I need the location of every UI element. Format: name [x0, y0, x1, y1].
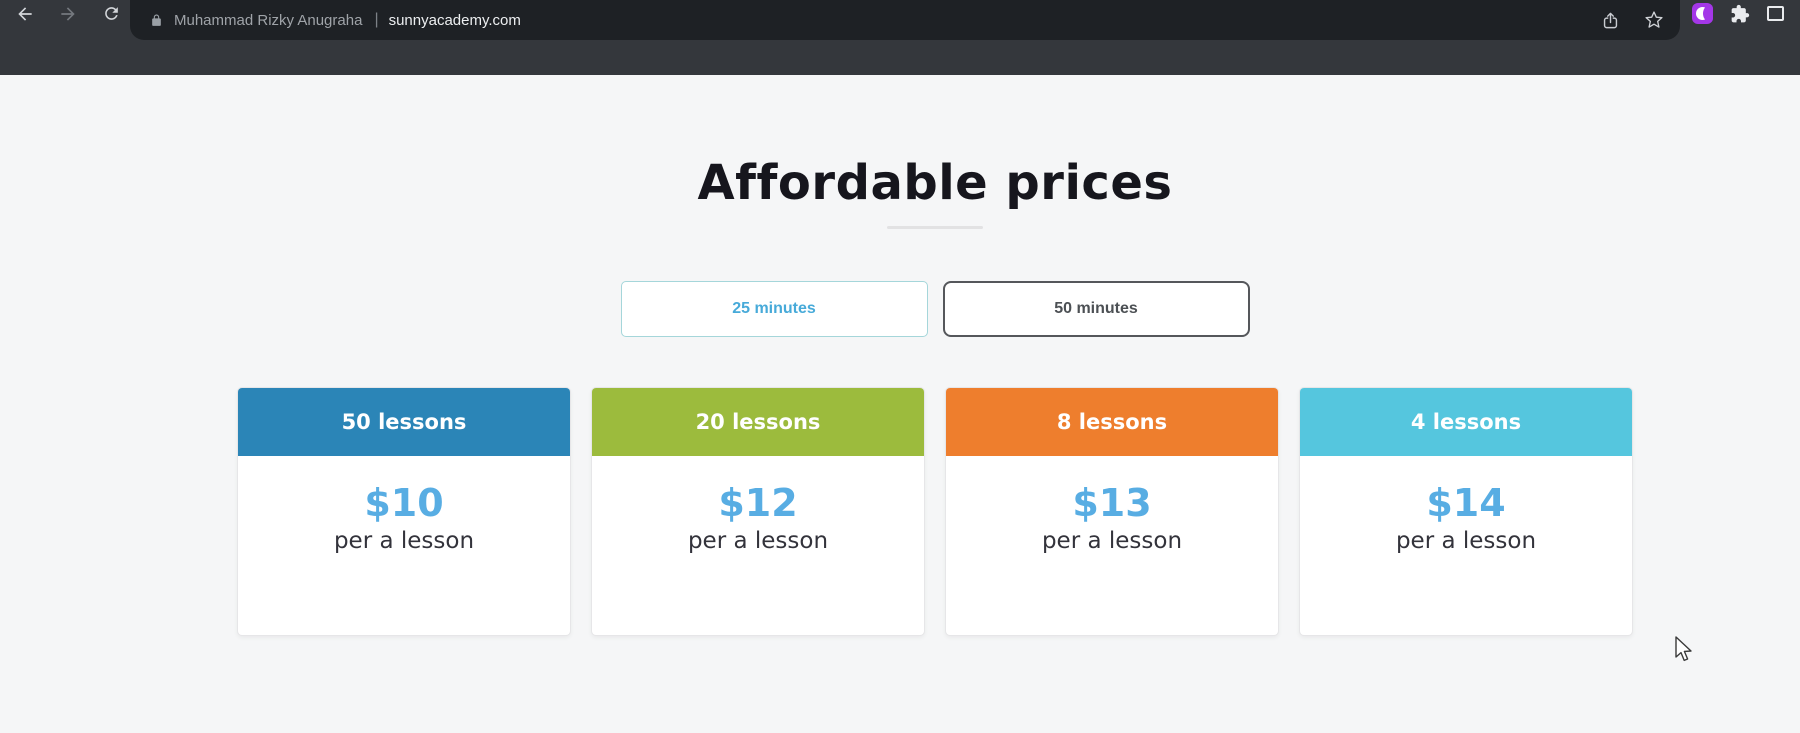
address-url: sunnyacademy.com: [388, 11, 521, 29]
page-body: Affordable prices 25 minutes 50 minutes …: [0, 75, 1800, 733]
price-value: $12: [718, 481, 798, 525]
tab-50-minutes[interactable]: 50 minutes: [942, 281, 1250, 337]
card-header: 50 lessons: [238, 388, 570, 456]
page-title: Affordable prices: [697, 155, 1173, 211]
pricing-card-20-lessons: 20 lessons $12 per a lesson: [591, 387, 925, 636]
price-unit: per a lesson: [1041, 528, 1183, 554]
reload-button[interactable]: [100, 3, 122, 25]
bookmark-button[interactable]: [1644, 10, 1664, 30]
toolbar-nav-buttons: [14, 0, 122, 27]
card-header: 20 lessons: [592, 388, 924, 456]
price-value: $10: [364, 481, 444, 525]
address-separator: |: [374, 11, 379, 28]
price-unit: per a lesson: [1395, 528, 1537, 554]
tab-25-minutes[interactable]: 25 minutes: [620, 281, 928, 337]
share-icon: [1603, 12, 1618, 28]
price-unit: per a lesson: [333, 528, 475, 554]
darkmode-extension-icon[interactable]: [1692, 3, 1713, 24]
browser-toolbar: Muhammad Rizky Anugraha | sunnyacademy.c…: [0, 0, 1800, 75]
card-header: 4 lessons: [1300, 388, 1632, 456]
extensions-button[interactable]: [1730, 4, 1750, 24]
card-header: 8 lessons: [946, 388, 1278, 456]
address-bar[interactable]: Muhammad Rizky Anugraha | sunnyacademy.c…: [130, 0, 1680, 40]
price-value: $14: [1426, 481, 1506, 525]
address-profile-name: Muhammad Rizky Anugraha: [174, 11, 363, 29]
share-button[interactable]: [1601, 11, 1620, 30]
title-underline: [887, 226, 983, 229]
back-button[interactable]: [14, 3, 36, 25]
price-value: $13: [1072, 481, 1152, 525]
side-panel-icon[interactable]: [1767, 6, 1784, 21]
reload-icon: [104, 7, 118, 20]
forward-arrow-icon: [61, 6, 75, 21]
toolbar-extension-area: [1692, 0, 1784, 27]
lock-icon[interactable]: [150, 14, 163, 27]
pricing-cards: 50 lessons $10 per a lesson 20 lessons $…: [237, 387, 1633, 636]
bookmark-star-icon: [1645, 11, 1663, 28]
price-unit: per a lesson: [687, 528, 829, 554]
back-arrow-icon: [18, 6, 32, 21]
mouse-cursor: [1675, 636, 1692, 662]
forward-button[interactable]: [57, 3, 79, 25]
pricing-card-50-lessons: 50 lessons $10 per a lesson: [237, 387, 571, 636]
pricing-card-8-lessons: 8 lessons $13 per a lesson: [945, 387, 1279, 636]
duration-toggle: 25 minutes 50 minutes: [237, 281, 1633, 337]
puzzle-icon: [1731, 4, 1750, 22]
pricing-card-4-lessons: 4 lessons $14 per a lesson: [1299, 387, 1633, 636]
